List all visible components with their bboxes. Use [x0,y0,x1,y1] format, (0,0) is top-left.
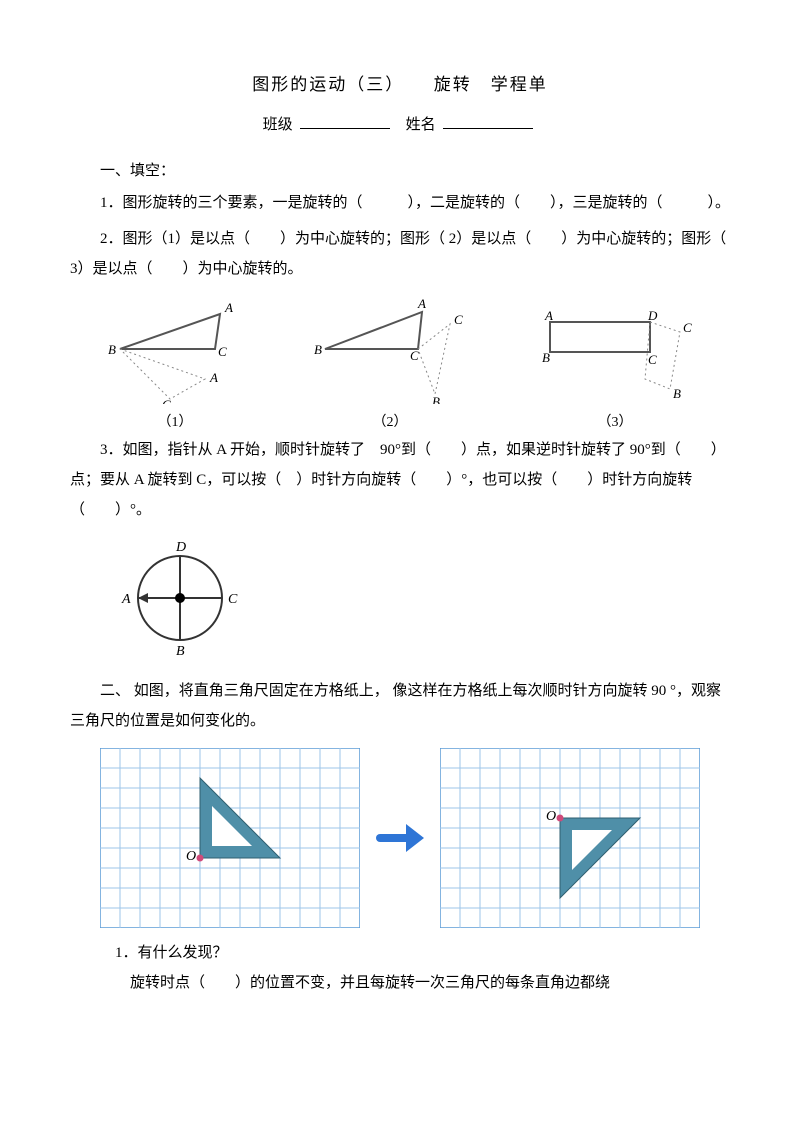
pt-A: A [224,300,233,315]
f2-B: B [314,342,322,357]
f3-A: A [544,308,553,323]
pt-A2: A [209,370,218,385]
class-label: 班级 [263,117,293,133]
figure-1: A B C A C （1） [100,294,250,431]
compass-svg: D B A C [110,533,250,663]
pt-C2: C [162,397,171,404]
compass-figure: D B A C [110,533,730,668]
cp-D: D [175,540,186,555]
figure-3: A D B C C B （3） [530,294,700,431]
grid-left: O [100,748,360,928]
page-title: 图形的运动（三） 旋转 学程单 [70,70,730,95]
q2-figures: A B C A C （1） A B C C B （2） [70,294,730,431]
name-label: 姓名 [406,117,436,133]
name-blank[interactable] [443,113,533,129]
q2-text: 2．图形（1）是以点（ ）为中心旋转的；图形（ 2）是以点（ ）为中心旋转的；图… [70,224,730,284]
pt-C: C [218,344,227,359]
q1-text: 1．图形旋转的三个要素，一是旋转的（ ），二是旋转的（ ），三是旋转的（ ）。 [70,188,730,218]
cp-B: B [176,644,185,659]
figure-2: A B C C B （2） [310,294,470,431]
q3-text: 3．如图，指针从 A 开始，顺时针旋转了 90°到（ ）点，如果逆时针旋转了 9… [70,435,730,525]
figure-1-svg: A B C A C [100,294,250,404]
q2-1-heading: 1．有什么发现？ [70,938,730,968]
f3-D: D [647,308,658,323]
class-blank[interactable] [300,113,390,129]
f2-A: A [417,296,426,311]
cp-A: A [121,592,131,607]
f2-C: C [410,348,419,363]
figure-3-label: （3） [530,411,700,431]
figure-3-svg: A D B C C B [530,294,700,404]
f2-B2: B [432,394,440,404]
f2-C2: C [454,312,463,327]
svg-text:O: O [186,849,196,864]
svg-text:O: O [546,809,556,824]
header-fields: 班级 姓名 [70,113,730,134]
grid-figures: O O [70,748,730,928]
grid-right: O [440,748,700,928]
section-1-heading: 一、填空： [70,156,730,186]
figure-1-label: （1） [100,411,250,431]
section-2-heading: 二、 如图，将直角三角尺固定在方格纸上， 像这样在方格纸上每次顺时针方向旋转 9… [70,676,730,736]
f3-C2: C [683,320,692,335]
f3-B2: B [673,386,681,401]
arrow-icon [376,818,424,858]
figure-2-svg: A B C C B [310,294,470,404]
q2-1-body: 旋转时点（ ）的位置不变，并且每旋转一次三角尺的每条直角边都绕 [70,968,730,998]
cp-C: C [228,592,238,607]
f3-C: C [648,352,657,367]
page: 图形的运动（三） 旋转 学程单 班级 姓名 一、填空： 1．图形旋转的三个要素，… [0,0,800,1133]
figure-2-label: （2） [310,411,470,431]
pt-B: B [108,342,116,357]
f3-B: B [542,350,550,365]
